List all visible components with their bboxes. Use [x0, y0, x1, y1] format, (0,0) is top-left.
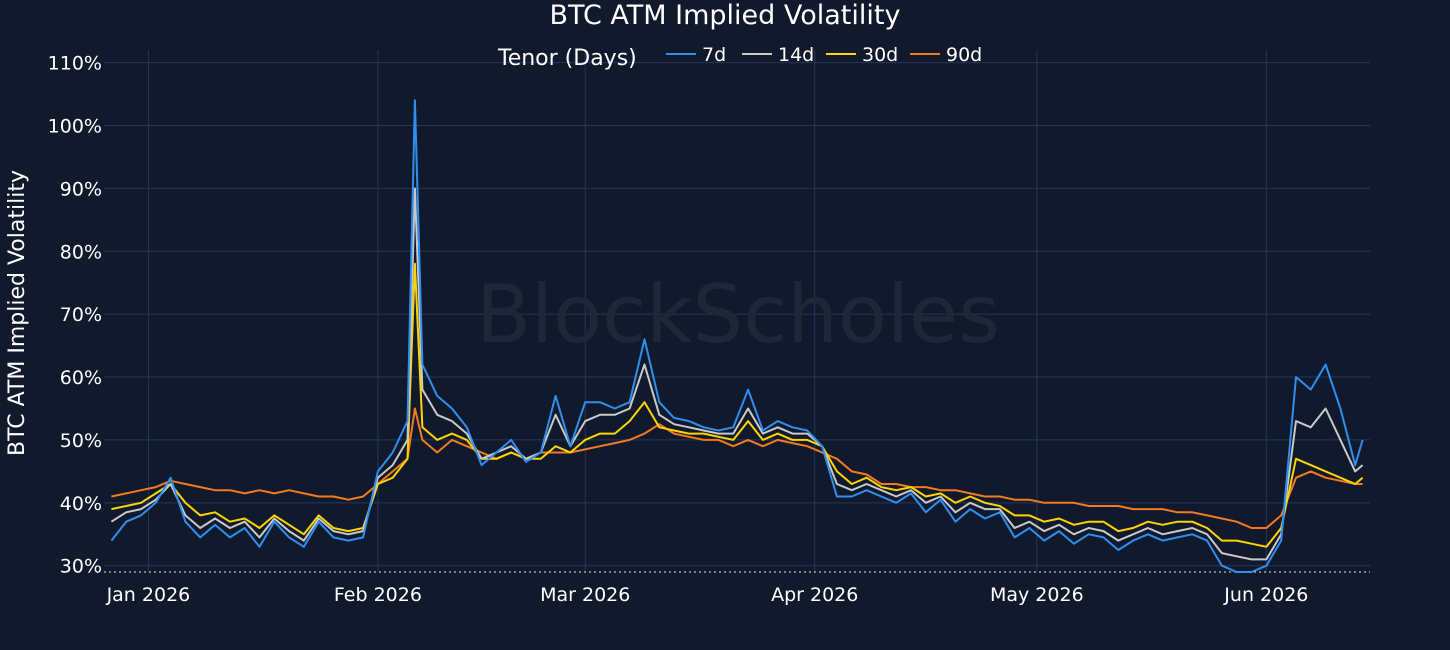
legend-title: Tenor (Days) — [497, 46, 637, 71]
y-tick-label: 90% — [60, 178, 102, 200]
x-tick-label: Jun 2026 — [1223, 584, 1308, 606]
series-line-7d — [110, 99, 1364, 573]
y-tick-labels: 30% 40% 50% 60% 70% 80% 90% 100% 110% — [48, 53, 102, 578]
legend-label: 30d — [862, 44, 898, 66]
x-tick-label: Jan 2026 — [106, 584, 191, 606]
y-axis-title: BTC ATM Implied Volatility — [5, 170, 30, 456]
chart-title: BTC ATM Implied Volatility — [550, 0, 901, 31]
series-line-30d — [111, 262, 1364, 548]
y-tick-label: 80% — [60, 241, 102, 263]
y-tick-label: 30% — [60, 556, 102, 578]
x-tick-label: May 2026 — [990, 584, 1084, 606]
y-tick-label: 50% — [60, 430, 102, 452]
x-tick-labels: Jan 2026 Feb 2026 Mar 2026 Apr 2026 May 2026… — [106, 584, 1309, 606]
legend-item-14d[interactable]: 14d — [742, 44, 814, 66]
grid — [104, 50, 1370, 573]
y-tick-label: 110% — [48, 53, 102, 75]
series-line-90d — [111, 407, 1363, 529]
x-tick-label: Apr 2026 — [771, 584, 858, 606]
legend-item-90d[interactable]: 90d — [910, 44, 982, 66]
y-tick-label: 60% — [60, 367, 102, 389]
x-tick-label: Feb 2026 — [334, 584, 422, 606]
y-tick-label: 70% — [60, 304, 102, 326]
legend-item-30d[interactable]: 30d — [826, 44, 898, 66]
legend-label: 90d — [946, 44, 982, 66]
legend[interactable]: Tenor (Days) 7d 14d 30d 90d — [497, 44, 982, 71]
y-tick-label: 40% — [60, 493, 102, 515]
legend-label: 14d — [778, 44, 814, 66]
legend-label: 7d — [702, 44, 726, 66]
y-tick-label: 100% — [48, 115, 102, 137]
series-lines — [110, 99, 1364, 573]
watermark: BlockScholes — [476, 268, 1000, 361]
legend-item-7d[interactable]: 7d — [666, 44, 726, 66]
series-line-14d — [110, 187, 1364, 561]
x-tick-label: Mar 2026 — [540, 584, 630, 606]
